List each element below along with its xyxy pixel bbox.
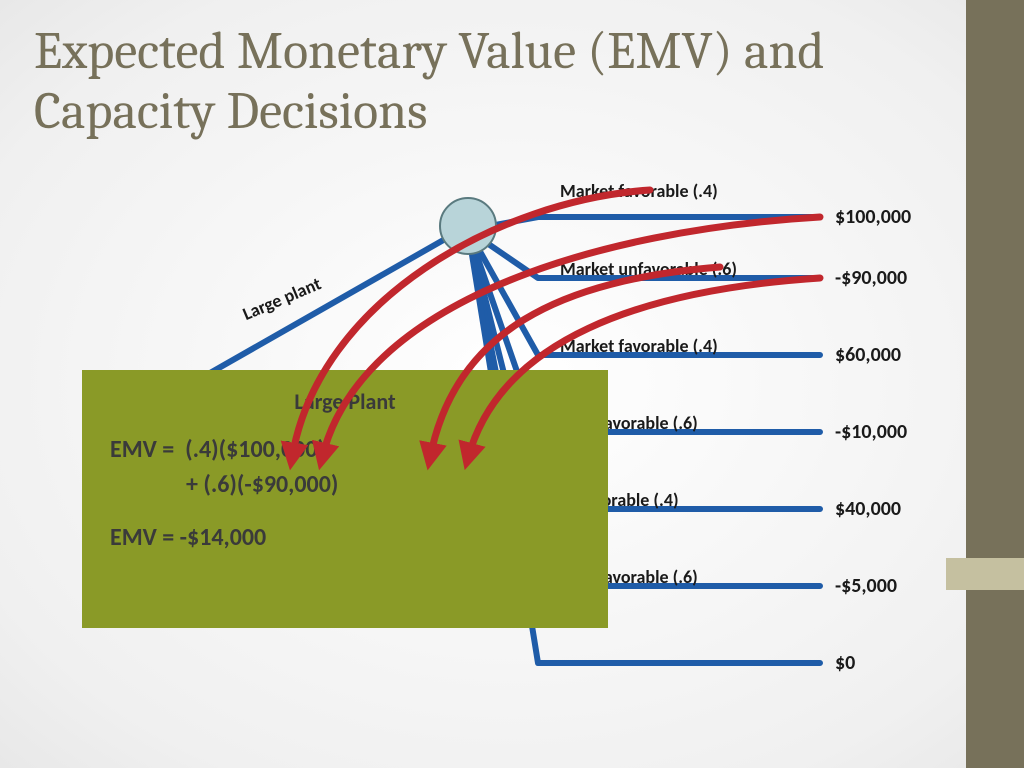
- slide-sidebar: [966, 0, 1024, 768]
- diagram-stage: Large plantMarket favorable (.4)$100,000…: [0, 0, 966, 768]
- outcome-value-label: $60,000: [835, 343, 901, 367]
- callout-title: Large Plant: [110, 388, 580, 415]
- outcome-value-label: -$5,000: [835, 574, 897, 598]
- callout-line-1: EMV = (.4)($100,000): [110, 433, 580, 468]
- callout-line-2: + (.6)(-$90,000): [110, 468, 580, 503]
- outcome-value-label: $40,000: [835, 497, 901, 521]
- outcome-value-label: $0: [835, 651, 855, 675]
- emv-callout: Large Plant EMV = (.4)($100,000) + (.6)(…: [82, 370, 608, 628]
- outcome-branch-label: Market favorable (.4): [560, 180, 718, 202]
- callout-line-3: EMV = -$14,000: [110, 521, 580, 556]
- outcome-value-label: -$10,000: [835, 420, 907, 444]
- sidebar-main-band: [966, 0, 1024, 768]
- outcome-value-label: $100,000: [835, 205, 911, 229]
- outcome-branch-label: Market unfavorable (.6): [560, 258, 737, 280]
- outcome-branch-label: Market favorable (.4): [560, 335, 718, 357]
- outcome-value-label: -$90,000: [835, 266, 907, 290]
